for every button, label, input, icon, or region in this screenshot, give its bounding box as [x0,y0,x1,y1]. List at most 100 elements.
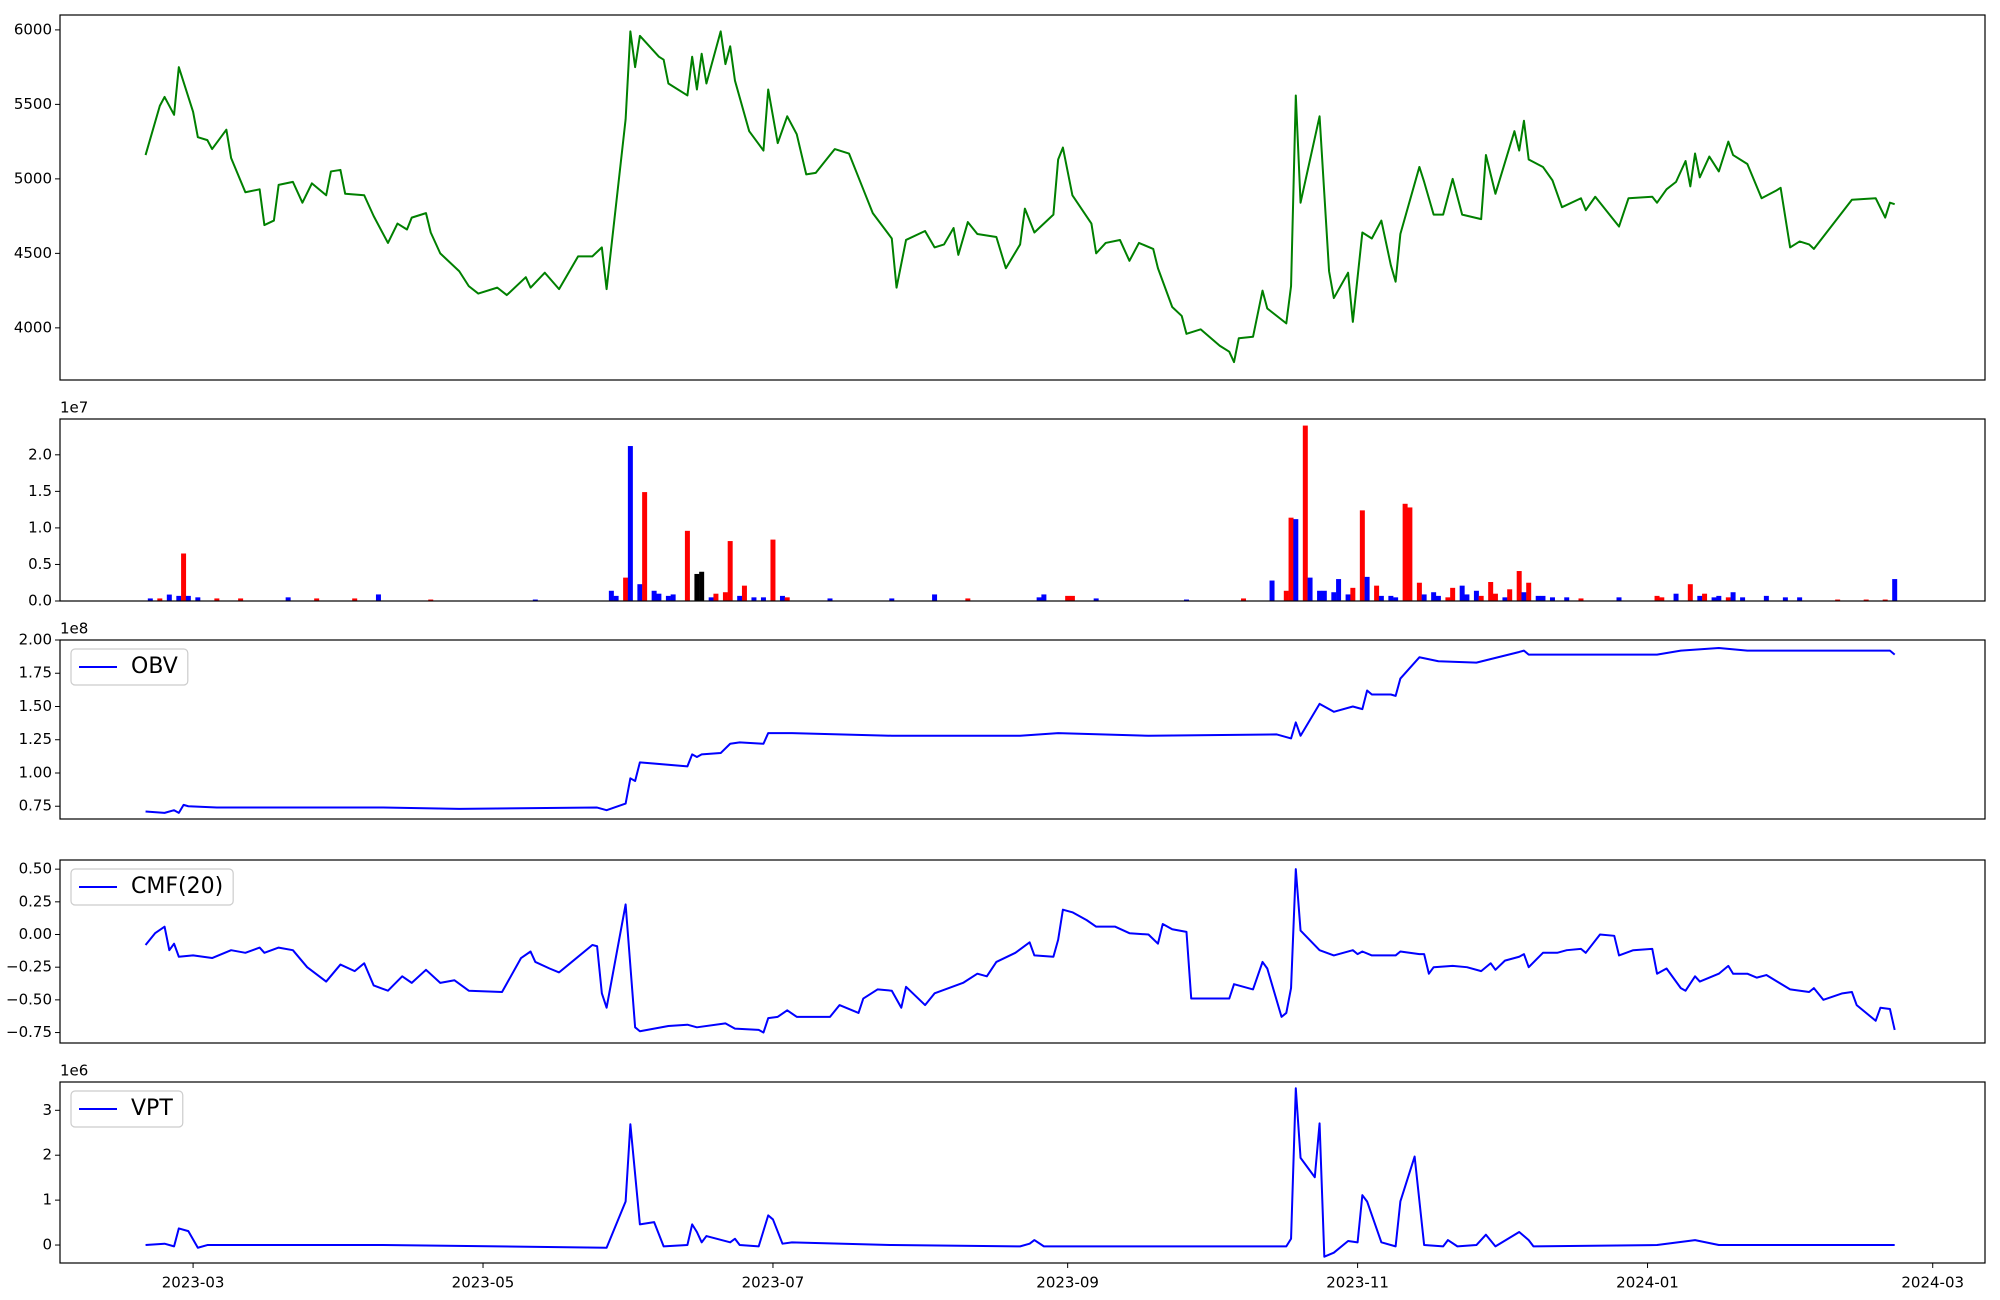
volume-bar [627,446,633,601]
volume-bar [665,595,671,601]
volume-bar [1269,580,1275,601]
volume-bar [1302,425,1308,601]
x-tick-label: 2023-11 [1326,1274,1389,1292]
volume-bar [157,598,163,601]
x-tick-label: 2023-09 [1036,1274,1099,1292]
y-tick-label: 2 [42,1146,52,1164]
volume-bar [1307,577,1313,601]
volume-bar [1336,579,1342,601]
volume-bar [1564,597,1570,601]
volume-bar [1359,510,1365,601]
volume-bar [1673,593,1679,601]
volume-bar [1445,597,1451,601]
volume-bar [651,590,657,601]
volume-bar [727,541,733,601]
volume-bar [1616,597,1622,601]
volume-bar [1416,582,1422,601]
volume-bar [428,599,434,601]
y-tick-label: 4000 [14,318,52,336]
y-tick-label: 1.0 [28,518,52,536]
volume-bar [195,597,201,601]
volume-bar [699,571,705,601]
volume-bar [1065,595,1071,601]
volume-bar [827,598,833,601]
volume-bar [1763,595,1769,601]
volume-bar [1540,595,1546,601]
volume-bar [1488,581,1494,601]
y-tick-label: 4500 [14,244,52,262]
legend-label: OBV [131,654,178,679]
volume-bar [1740,597,1746,601]
volume-bar [623,577,629,601]
y-tick-label: 5000 [14,169,52,187]
volume-bar [176,595,182,601]
y-tick-label: 2.0 [28,445,52,463]
y-tick-label: −0.25 [6,958,52,976]
volume-bar [708,597,714,601]
volume-bar [185,595,191,601]
volume-bar [375,594,381,601]
volume-bar [1407,507,1413,601]
volume-bar [214,598,220,601]
data-line [144,868,1896,1034]
y-tick-label: 0.5 [28,555,52,573]
volume-bar [1473,590,1479,601]
volume-bar [1393,597,1399,601]
volume-bar [1041,594,1047,601]
y-tick-label: 2.00 [19,631,52,649]
y-tick-label: 6000 [14,20,52,38]
legend-label: VPT [131,1096,173,1121]
volume-bar [1288,517,1294,601]
volume-bar [751,597,757,601]
legend-box [70,868,234,906]
volume-bar [637,584,643,601]
volume-bar [608,590,614,601]
y-tick-label: 0 [42,1236,52,1254]
volume-bar [1507,589,1513,601]
axes-frame [59,859,1986,1044]
volume-bar [1069,595,1075,601]
volume-bar [181,553,187,601]
volume-bar [1450,587,1456,601]
volume-bar [770,539,776,601]
volume-bar [642,492,648,601]
x-tick-label: 2023-05 [452,1274,515,1292]
volume-bar [1892,579,1898,601]
data-line [145,646,1896,814]
data-line [145,1087,1895,1258]
volume-bar [1492,593,1498,601]
volume-bar [1388,595,1394,601]
volume-bar [1797,597,1803,601]
volume-bar [1549,597,1555,601]
volume-bar [1687,584,1693,601]
legend-box [70,648,189,686]
volume-bar [1093,598,1099,601]
volume-bar [760,597,766,601]
volume-bar [147,598,153,601]
volume-bar [1464,594,1470,601]
volume-bar [1535,595,1541,601]
volume-bar [1521,592,1527,601]
y-tick-label: −0.50 [6,990,52,1008]
volume-bar [670,594,676,601]
volume-bar [166,594,172,601]
volume-bar [1835,599,1841,601]
volume-bar [1459,585,1465,601]
y-tick-label: 0.0 [28,592,52,610]
volume-bar [1711,597,1717,601]
y-tick-label: 5500 [14,95,52,113]
volume-bar [1697,595,1703,601]
volume-bar [238,598,244,601]
axes-frame [59,418,1986,602]
volume-bar [1364,576,1370,601]
x-tick-label: 2023-07 [742,1274,805,1292]
legend-label: CMF(20) [131,874,223,899]
volume-bar [1350,587,1356,601]
volume-bar [352,598,358,601]
volume-bar [1730,592,1736,601]
volume-bar [1421,594,1427,601]
volume-bar [965,598,971,601]
volume-bar [737,595,743,601]
volume-bar [1702,593,1708,601]
